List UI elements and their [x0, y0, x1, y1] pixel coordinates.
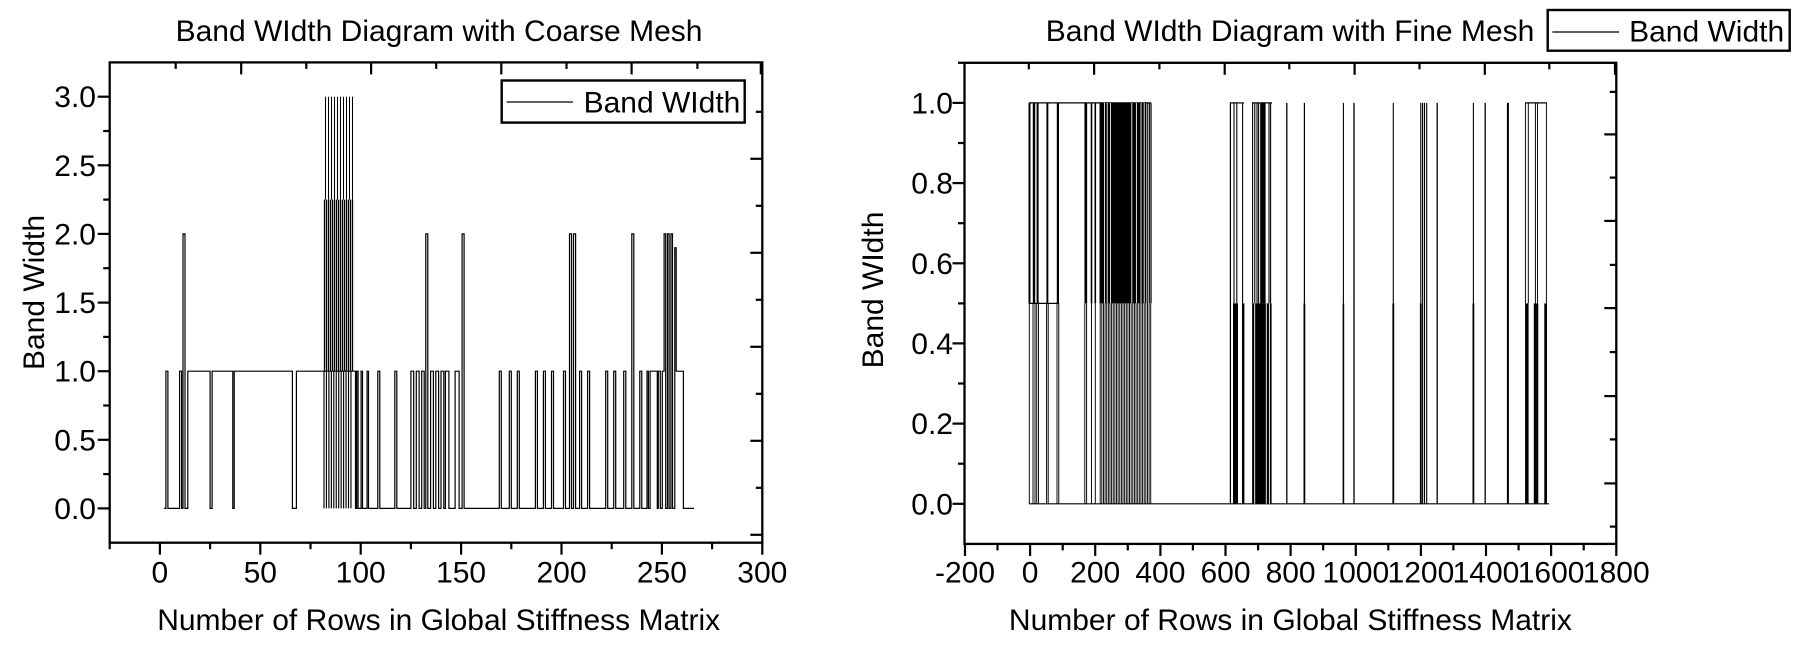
svg-text:Number of Rows in Global Stiff: Number of Rows in Global Stiffness Matri…: [157, 604, 720, 637]
svg-text:Band WIdth: Band WIdth: [584, 87, 741, 120]
svg-text:2.5: 2.5: [54, 150, 96, 183]
svg-text:0.2: 0.2: [911, 408, 953, 441]
svg-text:400: 400: [1135, 557, 1185, 590]
svg-text:1.5: 1.5: [54, 287, 96, 320]
svg-text:2.0: 2.0: [54, 218, 96, 251]
svg-text:0.0: 0.0: [54, 493, 96, 526]
svg-text:0: 0: [152, 557, 169, 590]
svg-text:Band WIdth: Band WIdth: [857, 212, 890, 369]
svg-text:150: 150: [436, 557, 486, 590]
svg-text:0.4: 0.4: [911, 328, 953, 361]
svg-text:100: 100: [336, 557, 386, 590]
svg-text:0.6: 0.6: [911, 248, 953, 281]
svg-text:1400: 1400: [1453, 557, 1520, 590]
svg-text:200: 200: [536, 557, 586, 590]
svg-text:250: 250: [637, 557, 687, 590]
svg-text:1.0: 1.0: [911, 87, 953, 120]
svg-text:50: 50: [244, 557, 277, 590]
svg-text:0.0: 0.0: [911, 488, 953, 521]
svg-text:800: 800: [1266, 557, 1316, 590]
svg-text:300: 300: [737, 557, 787, 590]
svg-text:Number of Rows in Global Stiff: Number of Rows in Global Stiffness Matri…: [1009, 604, 1572, 637]
svg-text:1800: 1800: [1583, 557, 1650, 590]
svg-text:1000: 1000: [1322, 557, 1389, 590]
svg-text:Band Width: Band Width: [1629, 16, 1784, 49]
svg-text:200: 200: [1070, 557, 1120, 590]
svg-text:1600: 1600: [1518, 557, 1585, 590]
svg-text:0.8: 0.8: [911, 168, 953, 201]
svg-text:600: 600: [1200, 557, 1250, 590]
svg-text:Band WIdth Diagram with Fine M: Band WIdth Diagram with Fine Mesh: [1046, 15, 1535, 48]
svg-text:1.0: 1.0: [54, 356, 96, 389]
svg-text:0: 0: [1022, 557, 1039, 590]
svg-text:0.5: 0.5: [54, 424, 96, 457]
svg-text:1200: 1200: [1388, 557, 1455, 590]
svg-text:Band WIdth Diagram with Coarse: Band WIdth Diagram with Coarse Mesh: [176, 15, 703, 48]
svg-text:-200: -200: [935, 557, 995, 590]
svg-text:Band Width: Band Width: [18, 215, 51, 370]
svg-text:3.0: 3.0: [54, 81, 96, 114]
